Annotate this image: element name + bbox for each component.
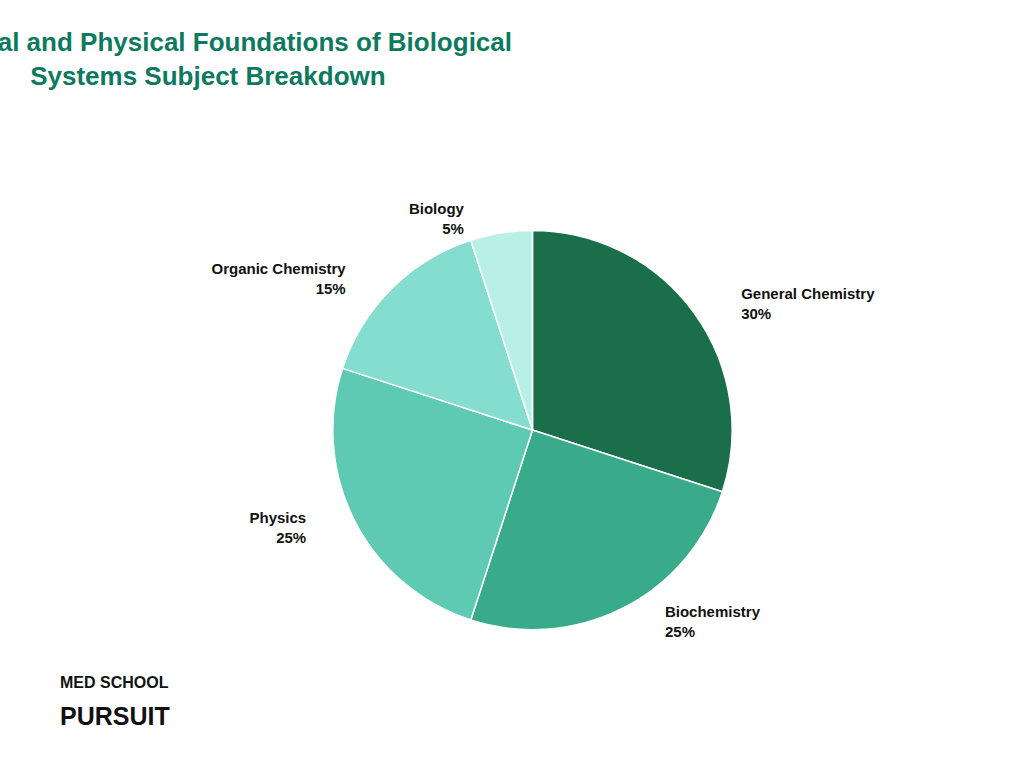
svg-text:25%: 25% xyxy=(276,529,306,546)
svg-text:30%: 30% xyxy=(741,305,771,322)
svg-text:PURSUIT: PURSUIT xyxy=(60,702,170,730)
svg-text:25%: 25% xyxy=(665,623,695,640)
svg-text:15%: 15% xyxy=(316,280,346,297)
svg-text:Biochemistry: Biochemistry xyxy=(665,603,761,620)
svg-text:Physics: Physics xyxy=(249,509,306,526)
svg-text:MED SCHOOL: MED SCHOOL xyxy=(60,674,169,691)
svg-text:5%: 5% xyxy=(442,220,464,237)
svg-text:Chemical and Physical Foundati: Chemical and Physical Foundations of Bio… xyxy=(0,27,512,57)
svg-text:Organic Chemistry: Organic Chemistry xyxy=(211,260,346,277)
svg-text:Biology: Biology xyxy=(409,200,465,217)
svg-text:Systems Subject Breakdown: Systems Subject Breakdown xyxy=(30,61,385,91)
svg-text:General Chemistry: General Chemistry xyxy=(741,285,875,302)
